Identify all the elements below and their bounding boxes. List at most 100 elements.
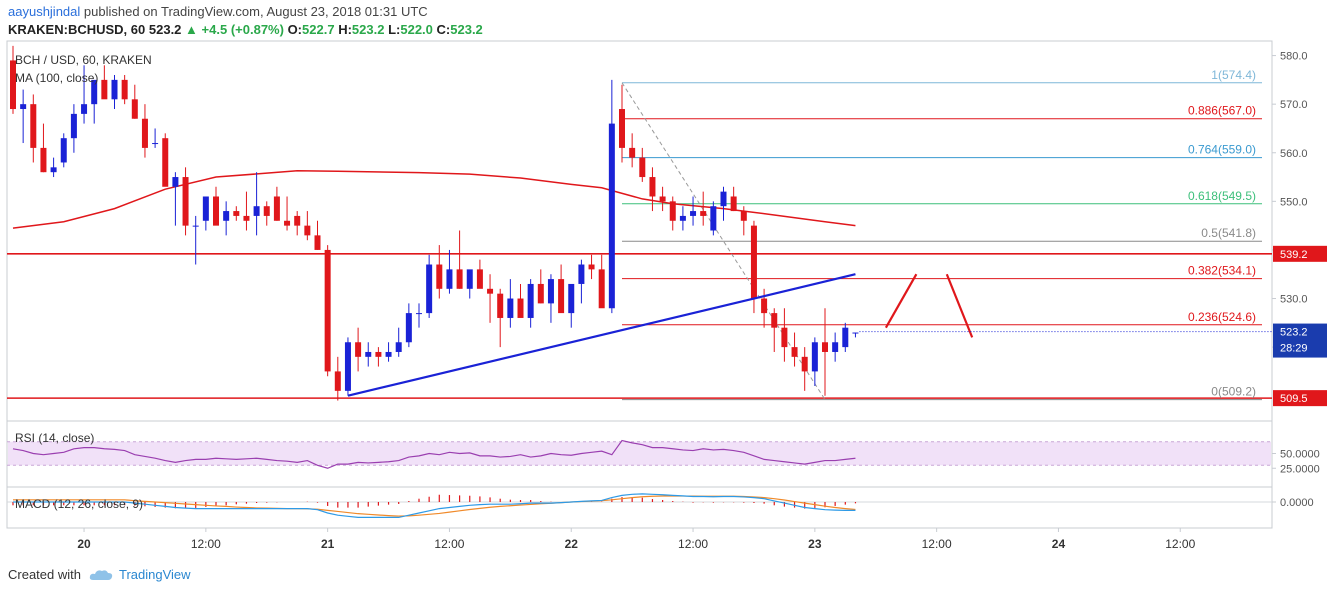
time-tick-label: 20	[77, 537, 91, 551]
bear-candle	[537, 283, 544, 304]
bull-candle	[832, 342, 839, 352]
macd-tick-label: 0.0000	[1280, 497, 1314, 509]
time-tick-label: 12:00	[678, 537, 708, 551]
bear-candle	[487, 288, 494, 294]
bear-candle	[659, 196, 666, 202]
high-value: 523.2	[351, 22, 385, 37]
bull-candle	[50, 167, 57, 173]
high-label: H:	[338, 22, 352, 37]
bull-candle	[202, 196, 209, 221]
resistance-price-tag-label: 539.2	[1280, 249, 1308, 261]
fib-level-label: 0(509.2)	[1211, 385, 1256, 399]
bear-candle	[801, 356, 808, 372]
publish-text: published on TradingView.com, August 23,…	[80, 4, 428, 19]
bear-candle	[284, 220, 291, 226]
bear-candle	[243, 215, 250, 221]
fib-level-label: 0.618(549.5)	[1188, 189, 1256, 203]
bull-candle	[385, 351, 392, 357]
bull-candle	[811, 342, 818, 372]
countdown-label: 28:29	[1280, 343, 1308, 355]
macd-line	[13, 493, 856, 519]
chart-title: BCH / USD, 60, KRAKEN	[15, 53, 152, 67]
bear-candle	[588, 264, 595, 270]
bear-candle	[304, 225, 311, 236]
bear-candle	[213, 196, 219, 226]
bull-candle	[395, 342, 402, 352]
bull-candle	[70, 113, 77, 139]
bear-candle	[263, 206, 270, 216]
bull-candle	[253, 206, 260, 216]
bear-candle	[294, 215, 301, 226]
time-tick-label: 23	[808, 537, 822, 551]
tradingview-link[interactable]: TradingView	[118, 567, 191, 582]
bear-candle	[182, 177, 189, 226]
bull-candle	[344, 342, 351, 391]
bull-candle	[91, 79, 98, 105]
price-tick-label: 560.0	[1280, 148, 1308, 160]
bear-candle	[619, 109, 625, 148]
bull-candle	[416, 313, 422, 315]
quote-line: KRAKEN:BCHUSD, 60 523.2 ▲ +4.5 (+0.87%) …	[8, 22, 483, 37]
bear-candle	[771, 313, 778, 328]
bear-candle	[700, 211, 707, 216]
bear-candle	[598, 269, 605, 309]
bear-candle	[121, 79, 128, 100]
bull-candle	[172, 177, 179, 187]
bear-candle	[791, 347, 798, 357]
bull-candle	[710, 206, 717, 231]
bull-candle	[690, 211, 697, 216]
rsi-title: RSI (14, close)	[15, 431, 94, 445]
bear-candle	[355, 342, 362, 357]
bear-candle	[375, 351, 382, 357]
time-tick-label: 12:00	[191, 537, 221, 551]
price-tick-label: 530.0	[1280, 294, 1308, 306]
time-tick-label: 12:00	[1165, 537, 1195, 551]
fib-level-label: 1(574.4)	[1211, 68, 1256, 82]
rsi-tick-label: 50.0000	[1280, 449, 1320, 461]
projection-path-line	[945, 273, 974, 338]
bear-candle	[456, 269, 463, 289]
fib-level-label: 0.382(534.1)	[1188, 264, 1256, 278]
bear-candle	[162, 138, 169, 187]
bull-candle	[547, 279, 554, 304]
author-link[interactable]: aayushjindal	[8, 4, 81, 19]
time-tick-label: 21	[321, 537, 335, 551]
bear-candle	[141, 118, 148, 148]
fib-level-label: 0.5(541.8)	[1201, 226, 1256, 240]
bull-candle	[405, 313, 412, 343]
support-price-tag	[1273, 390, 1327, 407]
bear-candle	[233, 211, 240, 216]
price-tick-label: 580.0	[1280, 51, 1308, 63]
resistance-price-tag	[1273, 245, 1327, 262]
fib-level-label: 0.236(524.6)	[1188, 310, 1256, 324]
price-change: +4.5 (+0.87%)	[201, 22, 284, 37]
bull-candle	[507, 298, 514, 318]
projection-path-line	[884, 273, 918, 329]
open-label: O:	[287, 22, 303, 37]
bull-candle	[365, 351, 372, 357]
bear-candle	[497, 293, 504, 318]
bear-candle	[476, 269, 483, 289]
rsi-line	[12, 439, 856, 469]
bear-candle	[639, 157, 646, 178]
bull-candle	[679, 215, 686, 221]
bull-candle	[568, 283, 575, 314]
bear-candle	[324, 249, 331, 372]
bull-candle	[152, 143, 159, 145]
bear-candle	[334, 371, 341, 391]
low-value: 522.0	[400, 22, 433, 37]
bull-candle	[223, 211, 230, 221]
bear-candle	[649, 177, 656, 197]
footer: Created with TradingView	[8, 567, 191, 582]
fib-level-label: 0.886(567.0)	[1188, 104, 1256, 118]
bull-candle	[60, 138, 67, 163]
bear-candle	[558, 279, 565, 314]
bull-candle	[111, 79, 118, 100]
bear-candle	[822, 342, 828, 352]
bull-candle	[578, 264, 585, 284]
low-label: L:	[388, 22, 401, 37]
bear-candle	[10, 60, 16, 110]
publish-line: aayushjindal published on TradingView.co…	[8, 4, 428, 19]
